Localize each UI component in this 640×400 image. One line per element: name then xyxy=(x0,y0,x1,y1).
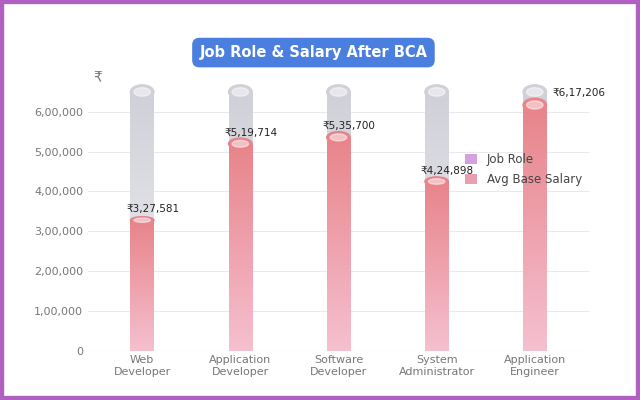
Ellipse shape xyxy=(228,85,252,99)
Ellipse shape xyxy=(232,140,248,147)
Ellipse shape xyxy=(527,88,543,96)
Text: ₹6,17,206: ₹6,17,206 xyxy=(552,88,605,98)
Text: ₹: ₹ xyxy=(93,70,102,84)
Ellipse shape xyxy=(232,88,248,96)
Text: ₹3,27,581: ₹3,27,581 xyxy=(127,204,180,214)
Ellipse shape xyxy=(428,179,445,184)
Ellipse shape xyxy=(428,88,445,96)
Ellipse shape xyxy=(523,98,547,112)
Ellipse shape xyxy=(330,88,347,96)
Text: ₹5,35,700: ₹5,35,700 xyxy=(323,122,376,132)
Ellipse shape xyxy=(330,134,347,141)
Text: ₹4,24,898: ₹4,24,898 xyxy=(421,166,474,176)
Text: ₹5,19,714: ₹5,19,714 xyxy=(225,128,278,138)
Ellipse shape xyxy=(523,85,547,99)
Ellipse shape xyxy=(425,85,449,99)
Ellipse shape xyxy=(134,218,150,222)
Ellipse shape xyxy=(425,177,449,186)
Text: Job Role & Salary After BCA: Job Role & Salary After BCA xyxy=(200,45,428,60)
Ellipse shape xyxy=(134,88,150,96)
Legend: Job Role, Avg Base Salary: Job Role, Avg Base Salary xyxy=(460,147,588,192)
Ellipse shape xyxy=(326,85,350,99)
Ellipse shape xyxy=(131,217,154,224)
Ellipse shape xyxy=(131,85,154,99)
Ellipse shape xyxy=(228,138,252,150)
Ellipse shape xyxy=(326,132,350,143)
Ellipse shape xyxy=(527,101,543,109)
